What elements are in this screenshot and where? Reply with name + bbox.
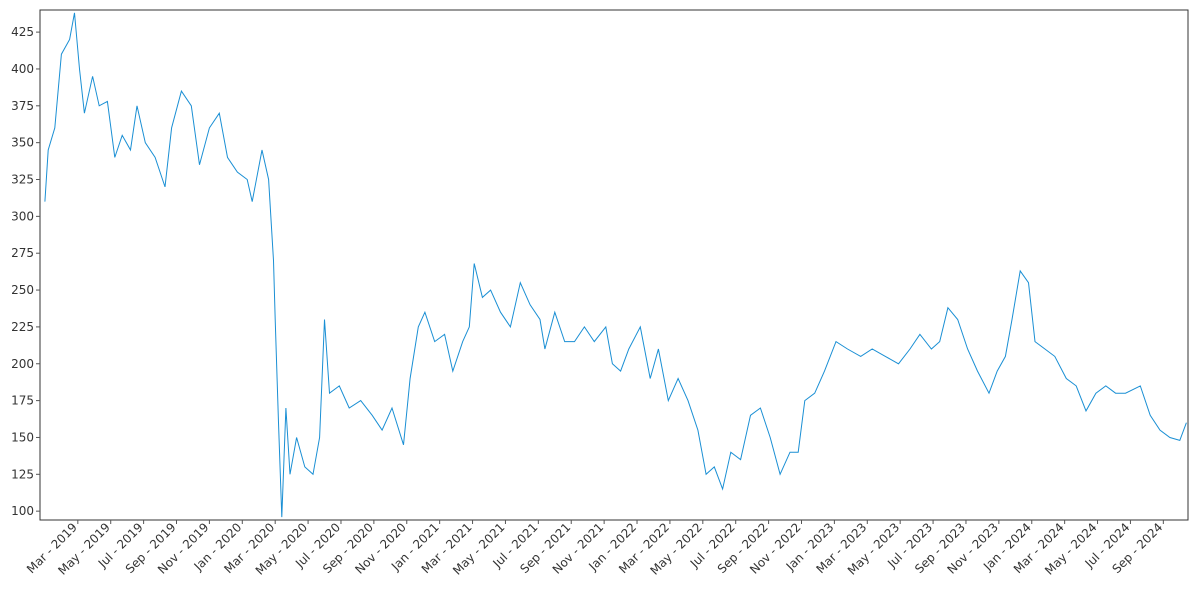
y-tick-label: 150 [11, 430, 34, 444]
y-tick-label: 100 [11, 504, 34, 518]
y-tick-label: 200 [11, 357, 34, 371]
y-tick-label: 400 [11, 62, 34, 76]
price-line [44, 12, 1187, 518]
plot-frame [39, 9, 1189, 521]
y-tick-label: 375 [11, 99, 34, 113]
y-tick-label: 325 [11, 173, 34, 187]
y-tick-label: 250 [11, 283, 34, 297]
y-tick-label: 225 [11, 320, 34, 334]
y-tick-label: 175 [11, 394, 34, 408]
y-tick-label: 275 [11, 246, 34, 260]
y-tick-label: 425 [11, 25, 34, 39]
y-tick-label: 300 [11, 209, 34, 223]
y-tick-label: 125 [11, 467, 34, 481]
y-tick-label: 350 [11, 136, 34, 150]
